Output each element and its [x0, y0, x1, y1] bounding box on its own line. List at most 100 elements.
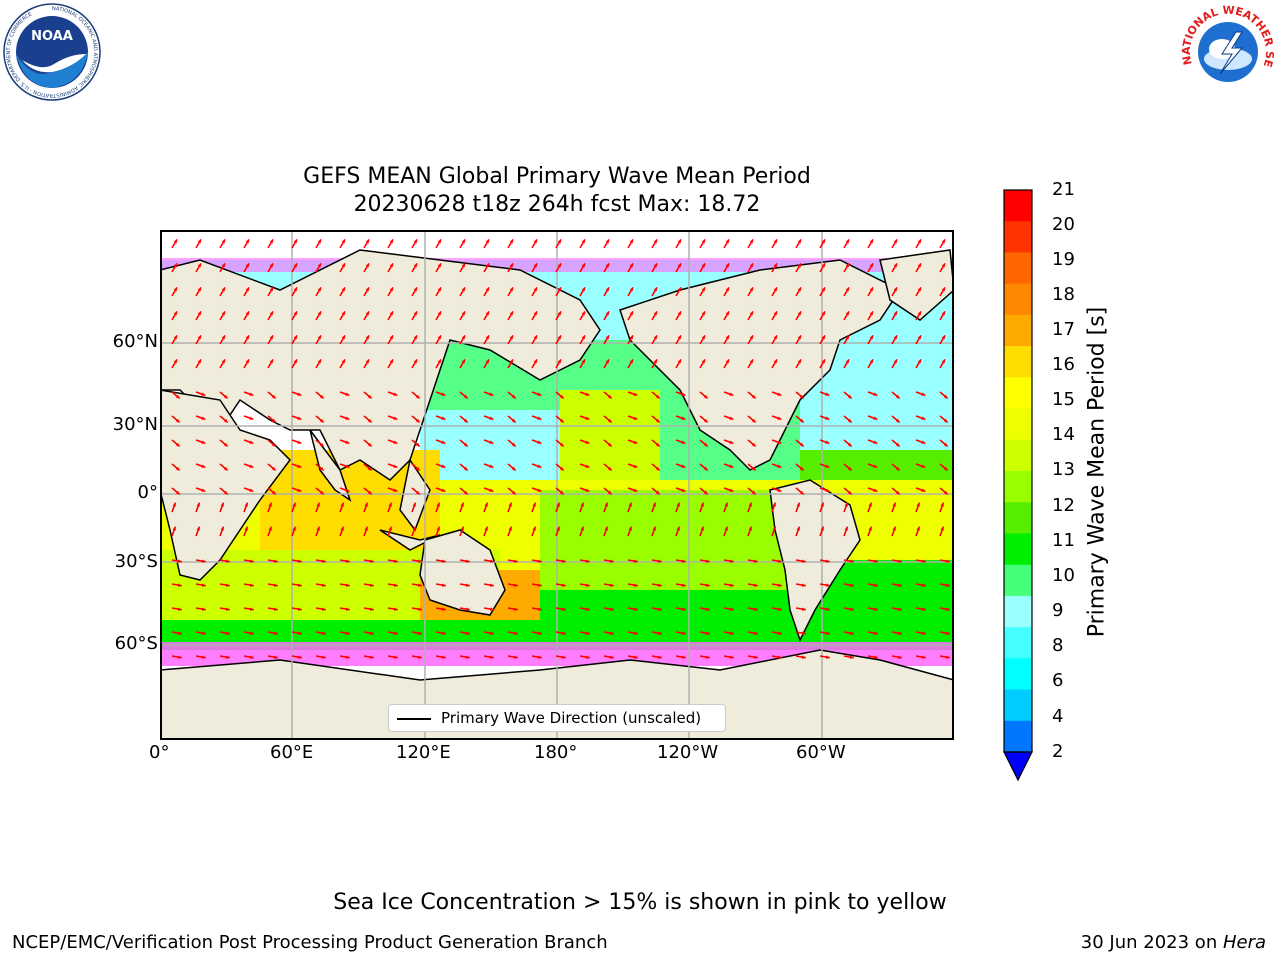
wave-arrow-head: [511, 490, 516, 495]
wave-arrow-head: [389, 335, 393, 340]
wave-arrow-head: [581, 335, 585, 340]
wave-arrow-head: [297, 464, 302, 468]
wave-arrow-head: [921, 392, 926, 396]
wave-arrow-head: [748, 526, 752, 531]
wave-arrow-head: [298, 655, 302, 659]
wave-arrow-head: [557, 335, 561, 340]
wave-arrow-head: [269, 311, 273, 316]
wave-arrow-head: [389, 311, 393, 316]
wave-arrow-head: [538, 583, 542, 587]
wave-arrow-head: [773, 287, 777, 292]
wave-arrow-head: [941, 263, 945, 268]
wave-arrow-head: [821, 263, 825, 268]
wave-arrow-head: [797, 359, 801, 364]
wave-arrow-head: [436, 526, 440, 531]
wave-arrow-head: [778, 631, 782, 635]
wave-arrow-head: [201, 464, 206, 468]
wave-arrow-head: [268, 526, 272, 531]
wave-arrow-head: [201, 392, 206, 396]
wave-arrow-head: [466, 655, 470, 659]
wave-arrow-head: [346, 607, 350, 611]
wave-arrow-head: [413, 287, 417, 292]
wave-arrow-head: [509, 263, 513, 268]
wave-arrow-head: [485, 287, 489, 292]
wave-arrow-head: [605, 311, 609, 316]
wave-arrow-head: [706, 607, 710, 611]
colorbar-segment: [1004, 439, 1032, 472]
wave-arrow-head: [847, 490, 852, 495]
wave-arrow-head: [223, 490, 228, 495]
wave-arrow-head: [463, 418, 468, 423]
colorbar-segment: [1004, 190, 1032, 222]
cb-tick-9: 9: [1052, 600, 1064, 621]
wave-arrow-head: [821, 311, 825, 316]
wave-arrow-head: [850, 559, 854, 563]
wave-arrow-head: [221, 239, 225, 244]
wave-arrow-head: [628, 502, 632, 507]
wave-arrow-head: [442, 559, 446, 563]
wave-arrow-head: [441, 416, 446, 420]
wave-arrow-head: [751, 418, 756, 423]
wave-arrow-head: [418, 655, 422, 659]
wave-arrow-head: [610, 655, 614, 659]
wave-arrow-head: [511, 442, 516, 447]
wave-arrow-head: [317, 239, 321, 244]
wave-arrow-head: [730, 631, 734, 635]
wave-arrow-head: [441, 464, 446, 468]
lat-label-0: 0°: [137, 482, 158, 503]
wave-arrow-head: [682, 583, 686, 587]
wave-arrow-head: [485, 335, 489, 340]
wave-arrow-head: [173, 287, 177, 292]
lat-label-60n: 60°N: [112, 331, 158, 352]
wave-arrow-head: [850, 583, 854, 587]
wave-arrow-head: [346, 631, 350, 635]
wave-arrow-head: [389, 359, 393, 364]
wave-arrow-head: [297, 392, 302, 396]
wave-arrow-head: [580, 526, 584, 531]
wave-arrow-head: [365, 335, 369, 340]
wave-arrow-head: [437, 359, 441, 364]
wave-arrow-head: [269, 263, 273, 268]
cb-tick-2: 2: [1052, 741, 1064, 762]
wave-arrow-head: [460, 526, 464, 531]
footer-machine: Hera: [1222, 932, 1266, 953]
wave-arrow-head: [197, 335, 201, 340]
wave-arrow-head: [173, 239, 177, 244]
wave-arrow-head: [895, 466, 900, 471]
wave-arrow-head: [748, 502, 752, 507]
wave-arrow-head: [319, 466, 324, 471]
lat-label-30n: 30°N: [112, 414, 158, 435]
colorbar-segments: [1004, 190, 1032, 753]
wave-arrow-head: [394, 655, 398, 659]
wave-arrow-head: [322, 631, 326, 635]
wave-arrow-head: [461, 311, 465, 316]
wave-arrow-head: [346, 559, 350, 563]
cb-tick-19: 19: [1052, 249, 1075, 270]
footer-date: 30 Jun 2023 on Hera: [1081, 932, 1266, 953]
wave-arrow-head: [508, 502, 512, 507]
wave-arrow-head: [681, 440, 686, 444]
wave-arrow-head: [773, 311, 777, 316]
wave-arrow-head: [415, 418, 420, 423]
wave-arrow-head: [701, 239, 705, 244]
wave-arrow-head: [509, 287, 513, 292]
wave-arrow-head: [941, 239, 945, 244]
wave-arrow-head: [436, 502, 440, 507]
wave-arrow-head: [778, 607, 782, 611]
wave-arrow-head: [607, 466, 612, 471]
wave-arrow-head: [412, 502, 416, 507]
wave-arrow-head: [250, 655, 254, 659]
colorbar-segment: [1004, 471, 1032, 503]
wave-arrow-head: [893, 311, 897, 316]
wave-arrow-head: [751, 442, 756, 447]
wave-arrow-head: [586, 655, 590, 659]
wave-arrow-head: [754, 559, 758, 563]
wave-arrow-head: [489, 416, 494, 420]
wave-arrow-head: [226, 583, 230, 587]
wave-arrow-head: [922, 559, 926, 563]
wave-arrow-head: [633, 488, 638, 492]
wave-arrow-head: [677, 311, 681, 316]
wave-arrow-head: [921, 416, 926, 420]
wave-arrow-head: [509, 239, 513, 244]
wave-arrow-head: [943, 394, 948, 399]
